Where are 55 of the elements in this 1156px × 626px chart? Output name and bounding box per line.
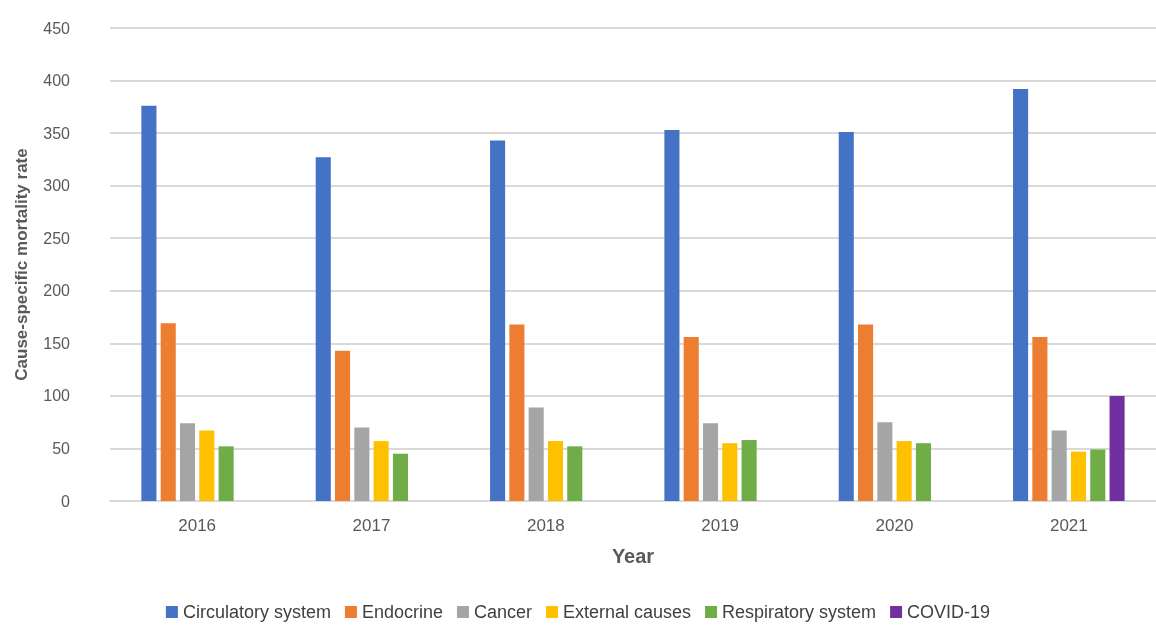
legend-label: Endocrine bbox=[361, 602, 443, 622]
y-tick-label: 450 bbox=[43, 19, 71, 37]
x-tick-label: 2016 bbox=[178, 516, 217, 535]
x-tick-label: 2021 bbox=[1049, 516, 1088, 535]
bar bbox=[1032, 337, 1048, 501]
bar bbox=[877, 422, 893, 501]
bar bbox=[1090, 449, 1106, 501]
bar bbox=[528, 407, 544, 501]
bar bbox=[722, 443, 738, 501]
legend-label: External causes bbox=[562, 602, 692, 622]
x-tick-label: 2018 bbox=[526, 516, 565, 535]
legend-label: COVID-19 bbox=[907, 602, 991, 622]
bar bbox=[179, 423, 196, 501]
bar bbox=[702, 423, 719, 501]
legend-label: Circulatory system bbox=[182, 602, 331, 622]
y-tick-label: 50 bbox=[52, 439, 71, 457]
bar bbox=[741, 440, 757, 501]
bar bbox=[509, 324, 525, 501]
y-tick-label: 0 bbox=[61, 492, 71, 510]
bar bbox=[683, 337, 699, 501]
bar bbox=[567, 446, 583, 501]
bar bbox=[1051, 430, 1067, 501]
bar bbox=[547, 441, 564, 501]
legend-label: Respiratory system bbox=[722, 602, 877, 622]
y-tick-label: 400 bbox=[43, 72, 71, 90]
bar bbox=[141, 105, 157, 501]
bar bbox=[354, 427, 370, 501]
y-tick-label: 250 bbox=[43, 229, 71, 247]
y-tick-label: 300 bbox=[43, 177, 71, 195]
legend-label: Cancer bbox=[473, 602, 532, 622]
bar bbox=[490, 140, 506, 501]
y-axis-title: Cause-specific mortality rate bbox=[12, 148, 31, 381]
bar bbox=[664, 129, 680, 501]
bar bbox=[199, 430, 215, 501]
x-tick-label: 2019 bbox=[701, 516, 740, 535]
bar bbox=[915, 443, 931, 501]
bar bbox=[1109, 395, 1125, 501]
y-tick-label: 200 bbox=[43, 282, 71, 300]
bar bbox=[335, 350, 351, 501]
bar bbox=[160, 323, 176, 501]
x-tick-label: 2017 bbox=[352, 516, 391, 535]
bar bbox=[858, 324, 874, 501]
bar bbox=[392, 453, 408, 501]
bar bbox=[373, 441, 389, 501]
y-tick-label: 150 bbox=[43, 334, 71, 352]
bar bbox=[1013, 88, 1029, 501]
x-tick-label: 2020 bbox=[875, 516, 914, 535]
bar bbox=[896, 441, 912, 501]
y-tick-label: 350 bbox=[43, 124, 71, 142]
bar bbox=[1070, 451, 1087, 501]
x-axis-title: Year bbox=[611, 545, 655, 567]
bar bbox=[315, 157, 331, 501]
bar bbox=[218, 446, 234, 501]
bar bbox=[838, 132, 854, 501]
y-tick-label: 100 bbox=[43, 387, 71, 405]
